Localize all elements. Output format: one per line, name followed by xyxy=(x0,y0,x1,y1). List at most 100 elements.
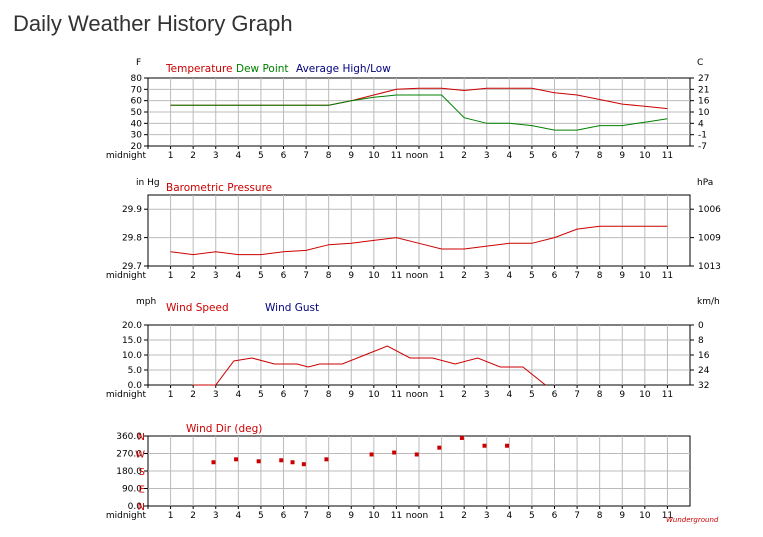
wind-dir-point xyxy=(234,457,239,462)
y-tick-label: 80 xyxy=(131,74,143,84)
direction-label: W xyxy=(135,450,145,461)
legend-2-1: Wind Gust xyxy=(265,302,319,314)
wind-dir-point xyxy=(392,450,397,455)
x-tick-label: 8 xyxy=(597,271,603,281)
wind-dir-point xyxy=(414,452,419,457)
x-tick-label: 3 xyxy=(213,271,219,281)
x-tick-label: 8 xyxy=(597,390,603,400)
right-tick-label: -1 xyxy=(698,131,707,141)
x-tick-label: midnight xyxy=(106,390,147,400)
x-tick-label: 4 xyxy=(506,390,512,400)
x-tick-label: midnight xyxy=(106,151,147,161)
left-unit-label: F xyxy=(136,58,141,68)
x-tick-label: 7 xyxy=(574,151,580,161)
x-tick-label: 8 xyxy=(597,511,603,521)
y-tick-label: 70 xyxy=(131,85,143,95)
x-tick-label: 5 xyxy=(258,151,264,161)
x-tick-label: 1 xyxy=(439,271,445,281)
x-tick-label: 4 xyxy=(506,151,512,161)
x-tick-label: 7 xyxy=(303,511,309,521)
x-tick-label: 5 xyxy=(258,271,264,281)
y-tick-label: 360.0 xyxy=(116,432,142,442)
x-tick-label: 11 xyxy=(662,511,673,521)
x-tick-label: 10 xyxy=(639,271,651,281)
legend-1-0: Barometric Pressure xyxy=(166,182,272,194)
y-tick-label: 0.0 xyxy=(128,381,143,391)
x-tick-label: 8 xyxy=(326,271,332,281)
wind-dir-point xyxy=(211,460,216,465)
x-tick-label: 2 xyxy=(190,511,196,521)
right-tick-label: 10 xyxy=(698,108,710,118)
right-tick-label: 1009 xyxy=(698,234,721,244)
x-tick-label: 3 xyxy=(213,390,219,400)
x-tick-label: 5 xyxy=(529,151,535,161)
direction-label: N xyxy=(138,502,145,513)
x-tick-label: 5 xyxy=(258,390,264,400)
legend-0-2: Average High/Low xyxy=(296,63,391,75)
series-line-barometric-pressure xyxy=(170,225,668,256)
x-tick-label: 9 xyxy=(619,151,625,161)
x-tick-label: 10 xyxy=(368,390,380,400)
wind-dir-point xyxy=(279,458,284,463)
x-tick-label: 6 xyxy=(281,511,287,521)
x-tick-label: 2 xyxy=(461,271,467,281)
right-tick-label: 16 xyxy=(698,351,710,361)
right-unit-label: hPa xyxy=(697,178,713,188)
wind-dir-point xyxy=(290,460,295,465)
x-tick-label: 3 xyxy=(213,511,219,521)
x-tick-label: 7 xyxy=(303,390,309,400)
right-tick-label: 0 xyxy=(698,321,704,331)
y-tick-label: 5.0 xyxy=(128,366,143,376)
x-tick-label: 3 xyxy=(484,511,490,521)
y-tick-label: 15.0 xyxy=(122,336,142,346)
x-tick-label: 10 xyxy=(368,271,380,281)
x-tick-label: 6 xyxy=(552,390,558,400)
left-unit-label: in Hg xyxy=(136,178,160,188)
x-tick-label: 9 xyxy=(348,511,354,521)
wind-dir-point xyxy=(301,462,306,467)
x-tick-label: 1 xyxy=(439,151,445,161)
x-tick-label: 8 xyxy=(326,511,332,521)
credit-label: Wunderground xyxy=(666,516,719,524)
x-tick-label: noon xyxy=(406,511,428,521)
wind-dir-point xyxy=(482,443,487,448)
x-tick-label: 7 xyxy=(574,271,580,281)
x-tick-label: 3 xyxy=(213,151,219,161)
x-tick-label: 8 xyxy=(326,390,332,400)
x-tick-label: midnight xyxy=(106,511,147,521)
direction-label: N xyxy=(138,432,145,443)
y-tick-label: 29.7 xyxy=(122,262,142,272)
right-tick-label: 1006 xyxy=(698,205,721,215)
x-tick-label: 7 xyxy=(574,390,580,400)
right-unit-label: km/h xyxy=(697,297,720,307)
x-tick-label: 8 xyxy=(326,151,332,161)
y-tick-label: 20 xyxy=(131,142,143,152)
x-tick-label: 4 xyxy=(235,151,241,161)
x-tick-label: 9 xyxy=(619,271,625,281)
right-tick-label: 32 xyxy=(698,381,709,391)
x-tick-label: 4 xyxy=(235,511,241,521)
wind-dir-point xyxy=(437,445,442,450)
right-tick-label: 21 xyxy=(698,85,709,95)
right-tick-label: -7 xyxy=(698,142,707,152)
x-tick-label: 2 xyxy=(190,271,196,281)
x-tick-label: 1 xyxy=(439,511,445,521)
x-tick-label: 9 xyxy=(619,511,625,521)
wind-dir-point xyxy=(369,452,374,457)
y-tick-label: 270.0 xyxy=(116,450,142,460)
right-tick-label: 1013 xyxy=(698,262,721,272)
direction-label: S xyxy=(139,467,145,478)
y-tick-label: 180.0 xyxy=(116,467,142,477)
x-tick-label: 5 xyxy=(529,511,535,521)
right-tick-label: 8 xyxy=(698,336,704,346)
x-tick-label: 7 xyxy=(303,271,309,281)
y-tick-label: 50 xyxy=(131,108,143,118)
x-tick-label: 9 xyxy=(348,151,354,161)
x-tick-label: 4 xyxy=(235,390,241,400)
right-tick-label: 4 xyxy=(698,119,704,129)
x-tick-label: 4 xyxy=(506,511,512,521)
x-tick-label: 5 xyxy=(529,390,535,400)
right-unit-label: C xyxy=(697,58,703,68)
x-tick-label: 2 xyxy=(461,390,467,400)
x-tick-label: noon xyxy=(406,151,428,161)
